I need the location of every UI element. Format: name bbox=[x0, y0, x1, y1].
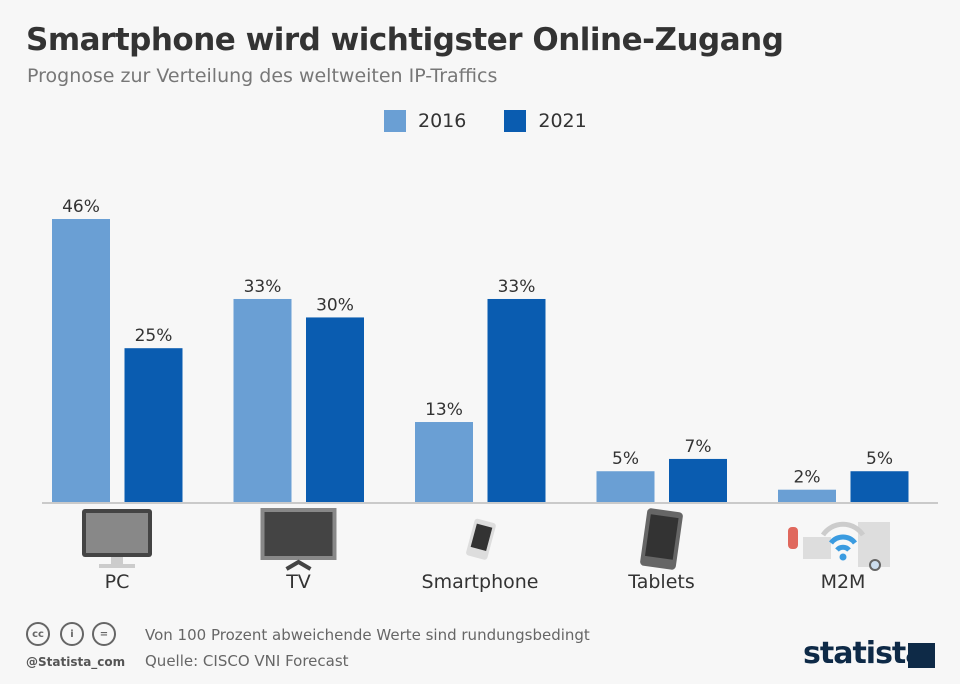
bar-m2m-2021 bbox=[850, 471, 909, 502]
m2m-devices-icon bbox=[788, 521, 890, 571]
category-label: TV bbox=[285, 571, 311, 593]
data-label: 5% bbox=[612, 449, 639, 469]
bar-smartphone-2021 bbox=[487, 298, 546, 502]
smartphone-icon bbox=[466, 518, 496, 560]
cc-icon: cc bbox=[26, 622, 50, 646]
no-derivatives-icon: = bbox=[92, 622, 116, 646]
statista-logo-mark-icon bbox=[908, 643, 935, 668]
data-label: 25% bbox=[135, 326, 173, 346]
chart-subtitle: Prognose zur Verteilung des weltweiten I… bbox=[27, 65, 498, 87]
attribution-icon: i bbox=[60, 622, 84, 646]
legend: 2016 2021 bbox=[384, 110, 587, 132]
bar-tablets-2021 bbox=[669, 458, 727, 502]
monitor-icon bbox=[82, 509, 152, 568]
data-label: 46% bbox=[62, 197, 100, 217]
footnote: Von 100 Prozent abweichende Werte sind r… bbox=[145, 626, 590, 644]
bar-tv-2016 bbox=[233, 298, 292, 502]
category-label: Tablets bbox=[627, 571, 694, 593]
legend-item-2016: 2016 bbox=[384, 110, 466, 132]
statista-logo[interactable]: statista bbox=[803, 636, 926, 671]
data-label: 33% bbox=[498, 277, 536, 297]
category-label: PC bbox=[105, 571, 130, 593]
bar-pc-2016 bbox=[52, 219, 110, 502]
bar-smartphone-2016 bbox=[415, 422, 473, 502]
data-label: 33% bbox=[244, 277, 282, 297]
data-label: 5% bbox=[866, 449, 893, 469]
statista-handle[interactable]: @Statista_com bbox=[26, 655, 126, 669]
legend-swatch-2021 bbox=[504, 110, 527, 132]
legend-swatch-2016 bbox=[384, 110, 406, 132]
data-label: 30% bbox=[316, 295, 354, 315]
category-label: M2M bbox=[821, 571, 866, 593]
bar-tv-2021 bbox=[306, 317, 364, 502]
legend-item-2021: 2021 bbox=[504, 110, 587, 132]
legend-label: 2021 bbox=[538, 110, 587, 132]
data-label: 7% bbox=[685, 437, 712, 457]
tablet-icon bbox=[640, 508, 683, 570]
category-label: Smartphone bbox=[422, 571, 539, 593]
bar-m2m-2016 bbox=[778, 489, 836, 502]
data-label: 13% bbox=[425, 400, 463, 420]
bar-pc-2021 bbox=[124, 348, 183, 502]
legend-label: 2016 bbox=[418, 110, 467, 132]
bar-tablets-2016 bbox=[596, 471, 655, 502]
chart-title: Smartphone wird wichtigster Online-Zugan… bbox=[26, 22, 784, 58]
tv-icon bbox=[260, 508, 337, 571]
data-label: 2% bbox=[794, 468, 821, 488]
source: Quelle: CISCO VNI Forecast bbox=[145, 652, 349, 670]
